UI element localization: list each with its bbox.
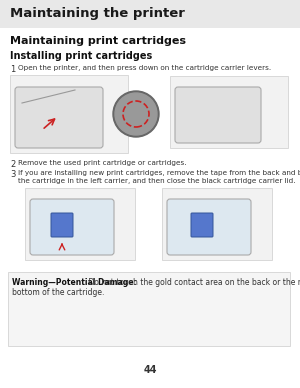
Text: Installing print cartridges: Installing print cartridges <box>10 51 152 61</box>
Text: Warning—Potential Damage:: Warning—Potential Damage: <box>12 278 136 287</box>
FancyBboxPatch shape <box>162 188 272 260</box>
FancyBboxPatch shape <box>170 76 288 148</box>
Text: 44: 44 <box>143 365 157 375</box>
Circle shape <box>115 93 157 135</box>
FancyBboxPatch shape <box>8 272 290 346</box>
Text: If you are installing new print cartridges, remove the tape from the back and bo: If you are installing new print cartridg… <box>18 170 300 184</box>
FancyBboxPatch shape <box>175 87 261 143</box>
FancyBboxPatch shape <box>25 188 135 260</box>
Text: Maintaining print cartridges: Maintaining print cartridges <box>10 36 186 46</box>
Circle shape <box>113 91 159 137</box>
FancyBboxPatch shape <box>191 213 213 237</box>
Text: bottom of the cartridge.: bottom of the cartridge. <box>12 288 104 297</box>
Text: Maintaining the printer: Maintaining the printer <box>10 7 185 21</box>
FancyBboxPatch shape <box>167 199 251 255</box>
Text: Remove the used print cartridge or cartridges.: Remove the used print cartridge or cartr… <box>18 160 187 166</box>
FancyBboxPatch shape <box>51 213 73 237</box>
FancyBboxPatch shape <box>10 75 128 153</box>
Text: 1: 1 <box>10 65 15 74</box>
FancyBboxPatch shape <box>0 0 300 28</box>
Text: 3: 3 <box>10 170 15 179</box>
FancyBboxPatch shape <box>30 199 114 255</box>
Text: 2: 2 <box>10 160 15 169</box>
FancyBboxPatch shape <box>15 87 103 148</box>
Text: Do not touch the gold contact area on the back or the metal nozzles on the: Do not touch the gold contact area on th… <box>86 278 300 287</box>
Text: Open the printer, and then press down on the cartridge carrier levers.: Open the printer, and then press down on… <box>18 65 271 71</box>
